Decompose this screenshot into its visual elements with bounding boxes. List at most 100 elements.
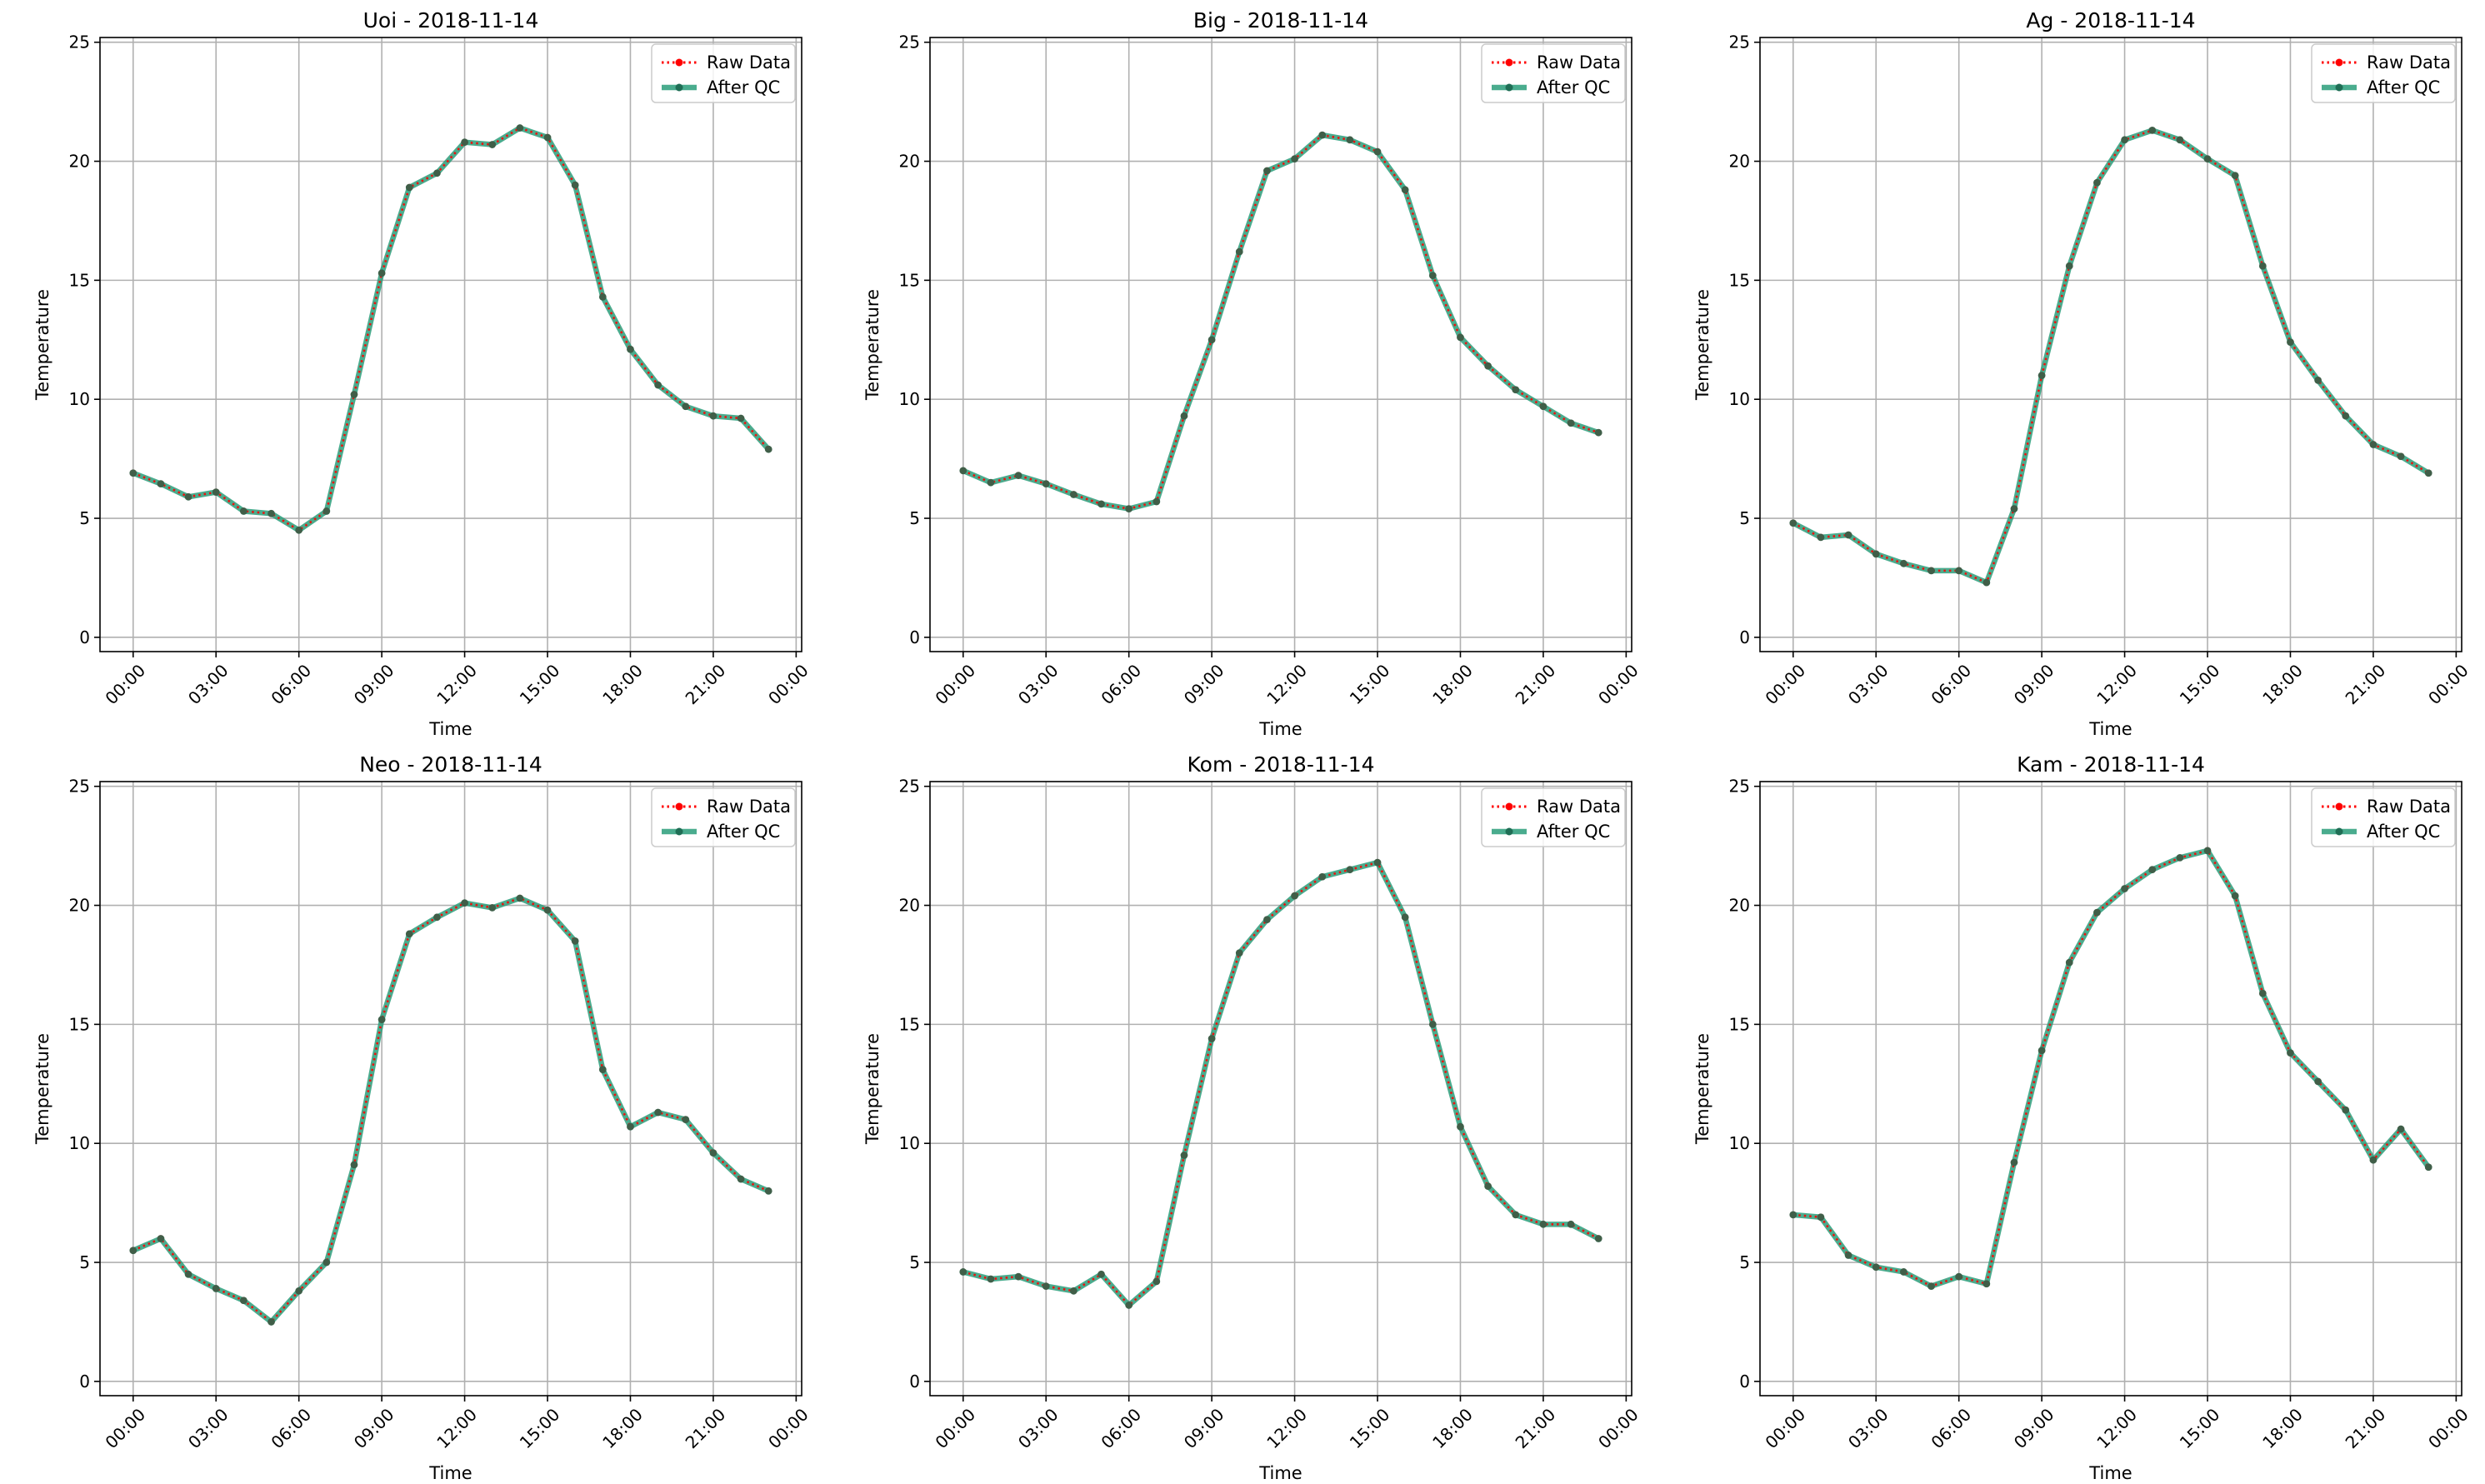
after-qc-point [2369,1156,2378,1164]
after-qc-point [709,412,718,420]
x-axis-label: Time [428,1463,472,1483]
x-tick-label: 03:00 [184,1404,232,1452]
y-tick-label: 15 [69,270,90,290]
x-tick-label: 18:00 [2258,1404,2307,1452]
after-qc-point [1817,533,1825,542]
after-qc-point [1594,428,1602,437]
x-axis-label: Time [2088,719,2132,739]
after-qc-point [2038,1047,2046,1055]
x-axis-label: Time [2088,1463,2132,1483]
x-tick-label: 12:00 [1262,660,1311,708]
legend-raw-label: Raw Data [2367,797,2451,817]
raw-data-line [962,133,1599,510]
y-tick-label: 10 [899,389,920,409]
after-qc-point [1872,1263,1880,1272]
plot-area [959,131,1602,513]
legend-raw-label: Raw Data [707,52,791,72]
y-tick-label: 20 [69,896,90,916]
after-qc-point [1928,567,1935,575]
after-qc-point [129,469,138,477]
after-qc-point [1899,1268,1908,1276]
after-qc-point [764,445,772,453]
after-qc-point [378,269,386,277]
subplot-2: 0 5 10 15 20 25 00:00 03:00 06:00 09:00 12:00 15:00… [862,8,1642,739]
y-tick-label: 5 [1739,508,1750,528]
after-qc-point [543,133,552,142]
after-qc-point [350,1161,358,1169]
plot-area [959,858,1602,1309]
after-qc-line [132,125,771,533]
axes-frame [1759,37,2462,652]
after-qc-point [1346,866,1354,874]
y-tick-label: 0 [909,627,920,647]
after-qc-point [2038,372,2046,380]
y-axis-label: Temperature [862,1033,882,1145]
after-qc-point [1789,519,1798,527]
raw-data-line [132,897,769,1324]
after-qc-point [461,899,468,907]
after-qc-point [322,507,331,515]
after-qc-point [184,1270,192,1278]
after-qc-point [2287,338,2294,347]
after-qc-point [433,169,441,177]
x-tick-label: 09:00 [2010,660,2058,708]
after-qc-point [1899,559,1908,567]
axes-frame [99,37,802,652]
legend: Raw Data After QC [651,787,796,847]
legend-raw-marker [2335,58,2343,67]
after-qc-point [1872,550,1880,558]
after-qc-point [184,492,192,501]
legend-raw-marker [1505,58,1513,67]
x-tick-label: 21:00 [682,660,730,708]
x-tick-label: 18:00 [2258,660,2307,708]
legend-raw-label: Raw Data [1537,52,1621,72]
x-tick-label: 15:00 [516,1404,564,1452]
legend: Raw Data After QC [2311,787,2456,847]
after-qc-point [2176,854,2184,862]
y-tick-label: 25 [69,32,90,52]
y-tick-label: 15 [1729,270,1750,290]
after-qc-point [2342,1106,2350,1114]
after-qc-point [461,138,468,147]
after-qc-point [129,1247,138,1255]
after-qc-point [987,1275,995,1283]
y-axis-label: Temperature [1692,1033,1712,1145]
y-tick-label: 25 [69,777,90,797]
after-qc-point [571,937,579,945]
raw-data-line [1792,129,2429,584]
y-tick-label: 0 [79,627,90,647]
after-qc-point [987,478,995,487]
after-qc-point [1318,131,1327,139]
after-qc-point [627,345,634,353]
after-qc-point [598,1066,607,1074]
after-qc-point [1539,1220,1548,1228]
y-tick-label: 20 [69,152,90,172]
after-qc-point [295,1287,303,1295]
after-qc-point [543,906,552,914]
after-qc-point [1401,186,1409,194]
after-qc-point [1594,1235,1602,1242]
subplot-title: Big - 2018-11-14 [1193,8,1368,32]
after-qc-point [2203,155,2212,163]
x-tick-label: 00:00 [1761,660,1809,708]
after-qc-point [157,480,165,488]
legend-qc-label: After QC [707,77,780,97]
after-qc-point [2314,376,2322,384]
x-tick-label: 00:00 [2424,660,2472,708]
after-qc-point [295,526,303,534]
legend-qc-marker [1505,83,1513,92]
after-qc-point [1318,872,1327,881]
after-qc-point [2424,469,2432,477]
subplot-title: Ag - 2018-11-14 [2026,8,2195,32]
subplot-1: 0 5 10 15 20 25 00:00 03:00 06:00 09:00 12:00 15:00… [32,8,812,739]
after-qc-point [1373,147,1382,156]
x-tick-label: 15:00 [2176,1404,2224,1452]
x-tick-label: 21:00 [682,1404,730,1452]
legend: Raw Data After QC [1481,43,1626,103]
x-axis-label: Time [1258,719,1302,739]
x-tick-label: 00:00 [764,1404,812,1452]
x-tick-label: 09:00 [1180,1404,1228,1452]
after-qc-point [959,467,968,475]
after-qc-point [1512,386,1520,394]
y-tick-label: 5 [909,1252,920,1272]
